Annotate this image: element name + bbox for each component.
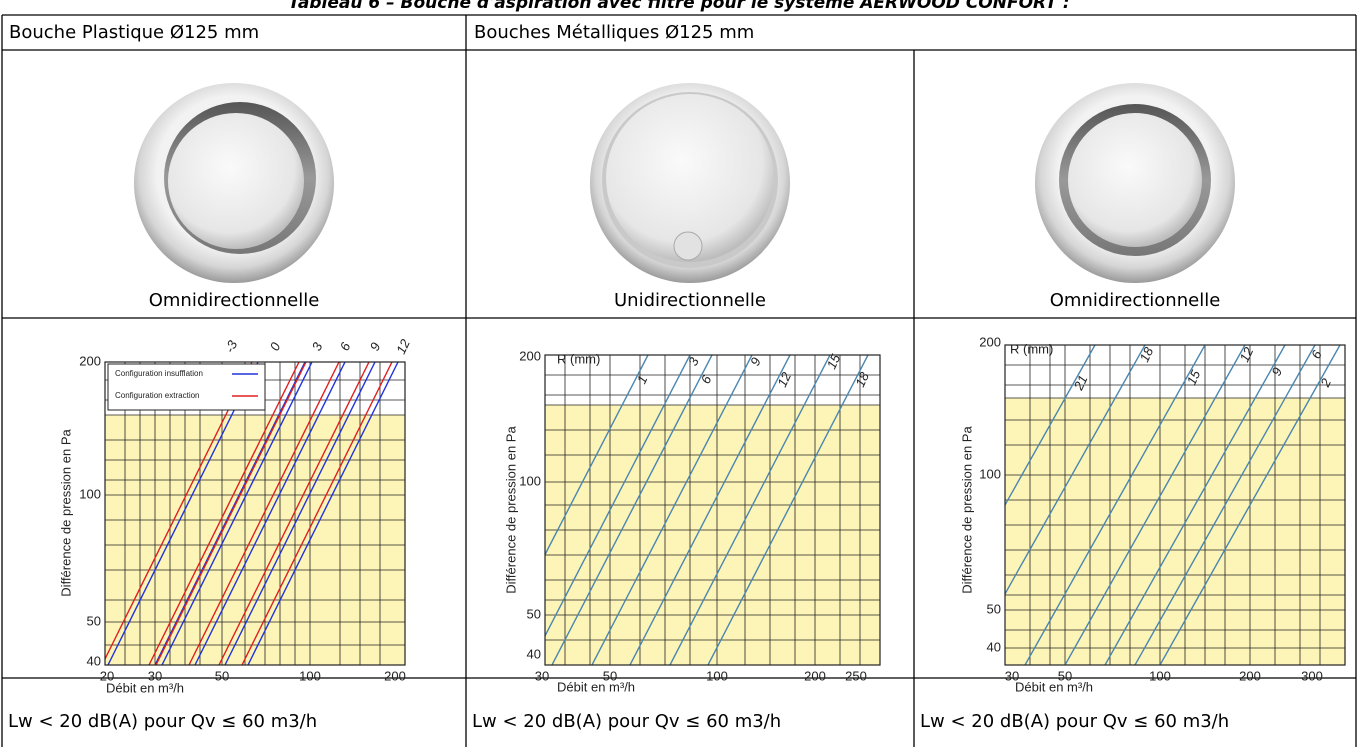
caption: Omnidirectionnelle [1050,290,1221,311]
x-tick-label: 200 [384,668,406,683]
header-label: R (mm) [557,351,600,366]
x-axis-label: Débit en m³/h [557,679,635,694]
header-cell: Bouche Plastique Ø125 mm [9,22,259,43]
footer-cell: Lw < 20 dB(A) pour Qv ≤ 60 m3/h [8,711,317,732]
page: Tableau 6 – Bouche d'aspiration avec fil… [0,0,1358,747]
x-axis-label: Débit en m³/h [1015,679,1093,694]
table-title: Tableau 6 – Bouche d'aspiration avec fil… [288,0,1069,13]
vent-metal-uni [590,83,790,283]
y-tick-label: 100 [79,486,101,501]
x-tick-label: 200 [804,668,826,683]
footer-cell: Lw < 20 dB(A) pour Qv ≤ 60 m3/h [472,711,781,732]
vent-metal-omni [1035,83,1235,283]
y-tick-label: 40 [987,639,1001,654]
y-tick-label: 50 [87,613,101,628]
y-tick-label: 200 [519,348,541,363]
x-axis-label: Débit en m³/h [106,680,184,695]
legend-entry: Configuration insufflation [115,369,203,378]
caption: Unidirectionnelle [614,290,766,311]
x-tick-label: 100 [1149,668,1171,683]
y-axis-label: Différence de pression en Pa [959,426,974,594]
x-tick-label: 100 [706,668,728,683]
header-label: R (mm) [1010,341,1053,356]
y-tick-label: 40 [87,653,101,668]
header-cell: Bouches Métalliques Ø125 mm [474,22,754,43]
x-tick-label: 50 [215,668,229,683]
y-tick-label: 50 [527,606,541,621]
footer-cell: Lw < 20 dB(A) pour Qv ≤ 60 m3/h [920,711,1229,732]
y-axis-label: Différence de pression en Pa [58,429,73,597]
x-tick-label: 30 [535,668,549,683]
x-tick-label: 300 [1301,668,1323,683]
y-tick-label: 200 [79,353,101,368]
y-tick-label: 100 [979,466,1001,481]
y-tick-label: 50 [987,601,1001,616]
plot-shade [545,405,880,665]
y-tick-label: 40 [527,646,541,661]
x-tick-label: 250 [845,668,867,683]
y-tick-label: 200 [979,334,1001,349]
plot-shade [1005,398,1345,665]
legend-entry: Configuration extraction [115,391,200,400]
caption: Omnidirectionnelle [149,290,320,311]
y-tick-label: 100 [519,473,541,488]
x-tick-label: 100 [299,668,321,683]
x-tick-label: 200 [1239,668,1261,683]
vent-plastic [134,83,334,283]
y-axis-label: Différence de pression en Pa [503,426,518,594]
